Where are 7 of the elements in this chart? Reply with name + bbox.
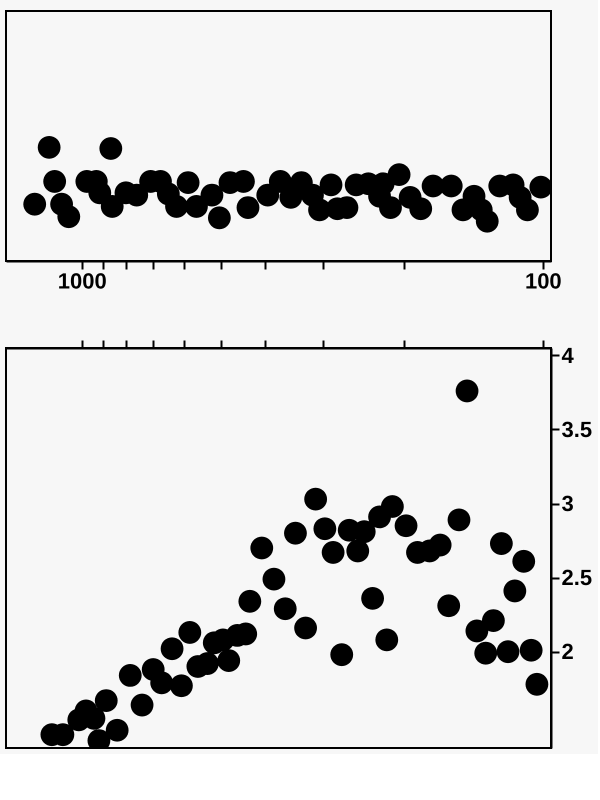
x-tick-label: 1000 [58,268,107,294]
y-tick-label: 2 [562,639,574,664]
y-tick-label: 2.5 [562,565,592,590]
x-tick-label: 100 [524,268,562,294]
y-tick-label: 4 [562,342,574,368]
y-tick-label: 3.5 [562,416,592,442]
y-tick-label: 3 [562,491,574,516]
